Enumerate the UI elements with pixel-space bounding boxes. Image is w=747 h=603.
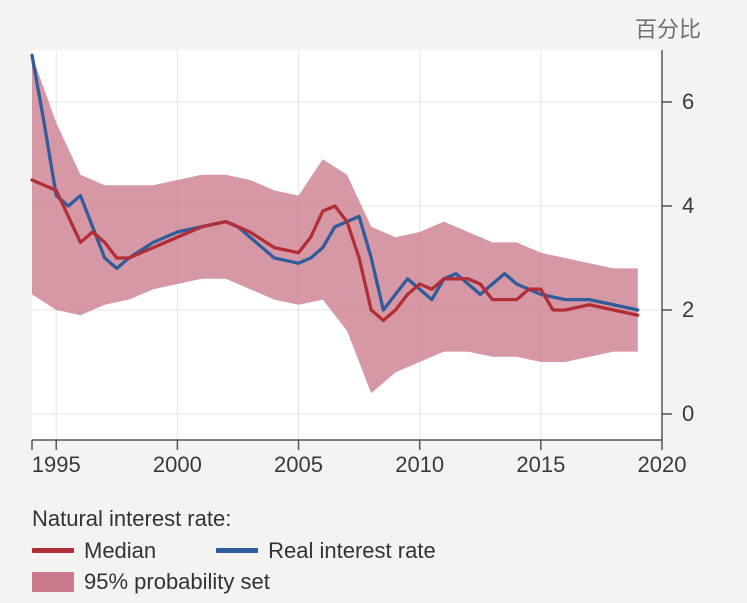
svg-text:2015: 2015: [516, 452, 565, 477]
legend-label-median: Median: [84, 536, 156, 566]
legend-swatch-band: [32, 572, 74, 592]
legend-label-band: 95% probability set: [84, 567, 270, 597]
interest-rate-chart: 1995 2000 2005 2010 2015 2020 0 2 4 6: [0, 0, 747, 520]
legend-label-real: Real interest rate: [268, 536, 436, 566]
svg-text:2005: 2005: [274, 452, 323, 477]
chart-container: 百分比 1995200020052010201520200246 Natural…: [0, 0, 747, 603]
svg-text:2000: 2000: [153, 452, 202, 477]
legend-title: Natural interest rate:: [32, 504, 436, 534]
svg-text:1995: 1995: [32, 452, 81, 477]
svg-text:0: 0: [682, 401, 694, 426]
legend-swatch-median: [32, 548, 74, 553]
legend-item-real: Real interest rate: [216, 536, 436, 566]
legend-item-band: 95% probability set: [32, 567, 436, 597]
svg-text:2: 2: [682, 297, 694, 322]
legend-swatch-real: [216, 548, 258, 553]
legend: Natural interest rate: Median Real inter…: [32, 504, 436, 597]
svg-text:2010: 2010: [395, 452, 444, 477]
legend-item-median: Median: [32, 536, 156, 566]
svg-text:6: 6: [682, 89, 694, 114]
svg-text:2020: 2020: [638, 452, 687, 477]
svg-text:4: 4: [682, 193, 694, 218]
